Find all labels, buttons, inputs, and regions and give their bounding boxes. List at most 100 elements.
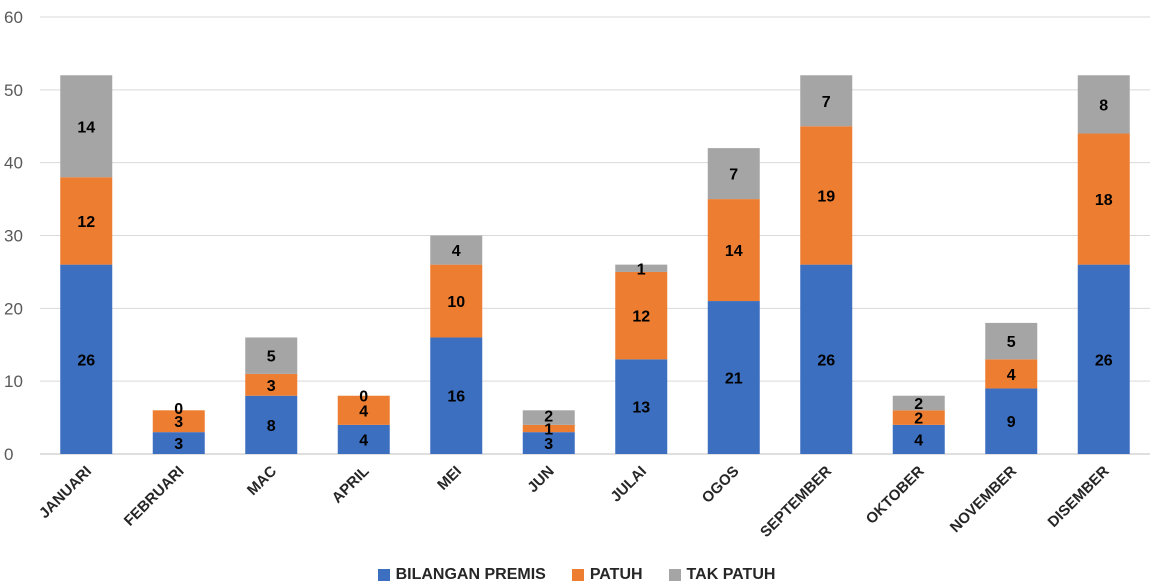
bar-segment: [430, 264, 483, 338]
bar-segment: [245, 337, 298, 374]
x-tick-label: MEI: [434, 463, 465, 494]
bar-segment: [707, 148, 760, 200]
data-label: 21: [725, 371, 743, 388]
data-label: 12: [632, 309, 650, 326]
y-tick-label: 30: [4, 227, 23, 246]
data-label: 26: [817, 352, 835, 369]
bar-segment: [800, 126, 853, 265]
x-tick-label: SEPTEMBER: [757, 463, 835, 541]
bar-segment: [615, 271, 668, 360]
bar-segment: [152, 410, 205, 433]
data-label: 7: [822, 94, 831, 111]
bar-segment: [245, 373, 298, 396]
bar-segment: [430, 337, 483, 454]
x-tick-label: JUN: [524, 463, 557, 496]
data-label: 10: [447, 294, 465, 311]
data-label: 4: [914, 432, 923, 449]
data-label: 4: [1007, 367, 1016, 384]
data-label: 0: [359, 389, 368, 406]
bar-segment: [60, 75, 113, 178]
data-label: 8: [267, 418, 276, 435]
x-tick-label: MAC: [244, 463, 280, 499]
data-label: 1: [637, 261, 646, 278]
y-tick-label: 40: [4, 154, 23, 173]
legend-swatch: [377, 569, 390, 581]
data-label: 19: [817, 188, 835, 205]
y-axis-ticks: 0 10 20 30 40 50 60: [4, 8, 23, 464]
legend-item-bilangan-premis: BILANGAN PREMIS: [377, 566, 546, 584]
x-axis-ticks: JANUARI FEBRUARI MAC APRIL MEI JUN JULAI OGOS SE…: [36, 463, 1113, 541]
data-label: 5: [1007, 334, 1016, 351]
x-tick-label: OGOS: [699, 463, 743, 507]
legend-label: TAK PATUH: [686, 566, 776, 583]
bar-segment: [152, 432, 205, 454]
data-label: 2: [544, 409, 553, 426]
data-label: 0: [174, 401, 183, 418]
x-tick-label: JANUARI: [36, 463, 95, 522]
bar-segment: [707, 301, 760, 454]
y-tick-label: 0: [4, 445, 13, 464]
y-tick-label: 20: [4, 299, 23, 318]
data-label: 18: [1095, 192, 1113, 209]
data-label: 5: [267, 349, 276, 366]
y-tick-label: 60: [4, 8, 23, 27]
bar-segment: [1077, 133, 1130, 265]
bar-segment: [522, 410, 575, 425]
data-label: 3: [174, 414, 183, 431]
bars: [60, 75, 1130, 454]
x-tick-label: DISEMBER: [1045, 463, 1113, 531]
bar-segment: [1077, 264, 1130, 454]
bar-segment: [522, 432, 575, 454]
data-label: 14: [77, 119, 95, 136]
data-label: 9: [1007, 414, 1016, 431]
bar-segment: [615, 264, 668, 272]
bar-segment: [60, 264, 113, 454]
bar-segment: [892, 424, 945, 454]
legend-item-patuh: PATUH: [571, 566, 643, 584]
bar-segment: [522, 424, 575, 433]
data-label: 4: [452, 243, 461, 260]
legend-swatch: [668, 569, 681, 581]
bar-segment: [985, 322, 1038, 360]
data-label: 7: [729, 167, 738, 184]
y-tick-label: 10: [4, 372, 23, 391]
gridlines: [40, 16, 1150, 455]
x-tick-label: JULAI: [607, 463, 650, 506]
bar-segment: [430, 235, 483, 265]
bar-segment: [985, 388, 1038, 454]
data-label: 4: [359, 403, 368, 420]
data-label: 3: [544, 436, 553, 453]
bar-segment: [1077, 75, 1130, 134]
x-tick-label: NOVEMBER: [947, 463, 1020, 536]
data-label: 2: [914, 411, 923, 428]
data-label: 4: [359, 432, 368, 449]
data-label: 26: [77, 352, 95, 369]
y-tick-label: 50: [4, 81, 23, 100]
data-label: 13: [632, 400, 650, 417]
bar-segment: [60, 177, 113, 265]
bar-segment: [985, 359, 1038, 389]
data-label: 1: [544, 422, 553, 439]
x-tick-label: APRIL: [329, 463, 373, 507]
bar-segment: [707, 199, 760, 302]
legend-label: PATUH: [589, 566, 643, 583]
legend-swatch: [571, 569, 584, 581]
data-label: 3: [267, 378, 276, 395]
data-label: 16: [447, 389, 465, 406]
legend: BILANGAN PREMIS PATUH TAK PATUH: [0, 566, 1153, 584]
legend-label: BILANGAN PREMIS: [395, 566, 546, 583]
bar-segment: [337, 424, 390, 454]
data-label: 12: [77, 214, 95, 231]
bar-segment: [800, 264, 853, 454]
data-label: 3: [174, 436, 183, 453]
bar-segment: [337, 395, 390, 425]
x-tick-label: OKTOBER: [863, 463, 928, 528]
data-label: 8: [1099, 97, 1108, 114]
bar-segment: [892, 410, 945, 425]
legend-item-tak-patuh: TAK PATUH: [668, 566, 776, 584]
bar-segment: [245, 395, 298, 454]
bar-segment: [892, 395, 945, 411]
x-tick-label: FEBRUARI: [121, 463, 188, 530]
